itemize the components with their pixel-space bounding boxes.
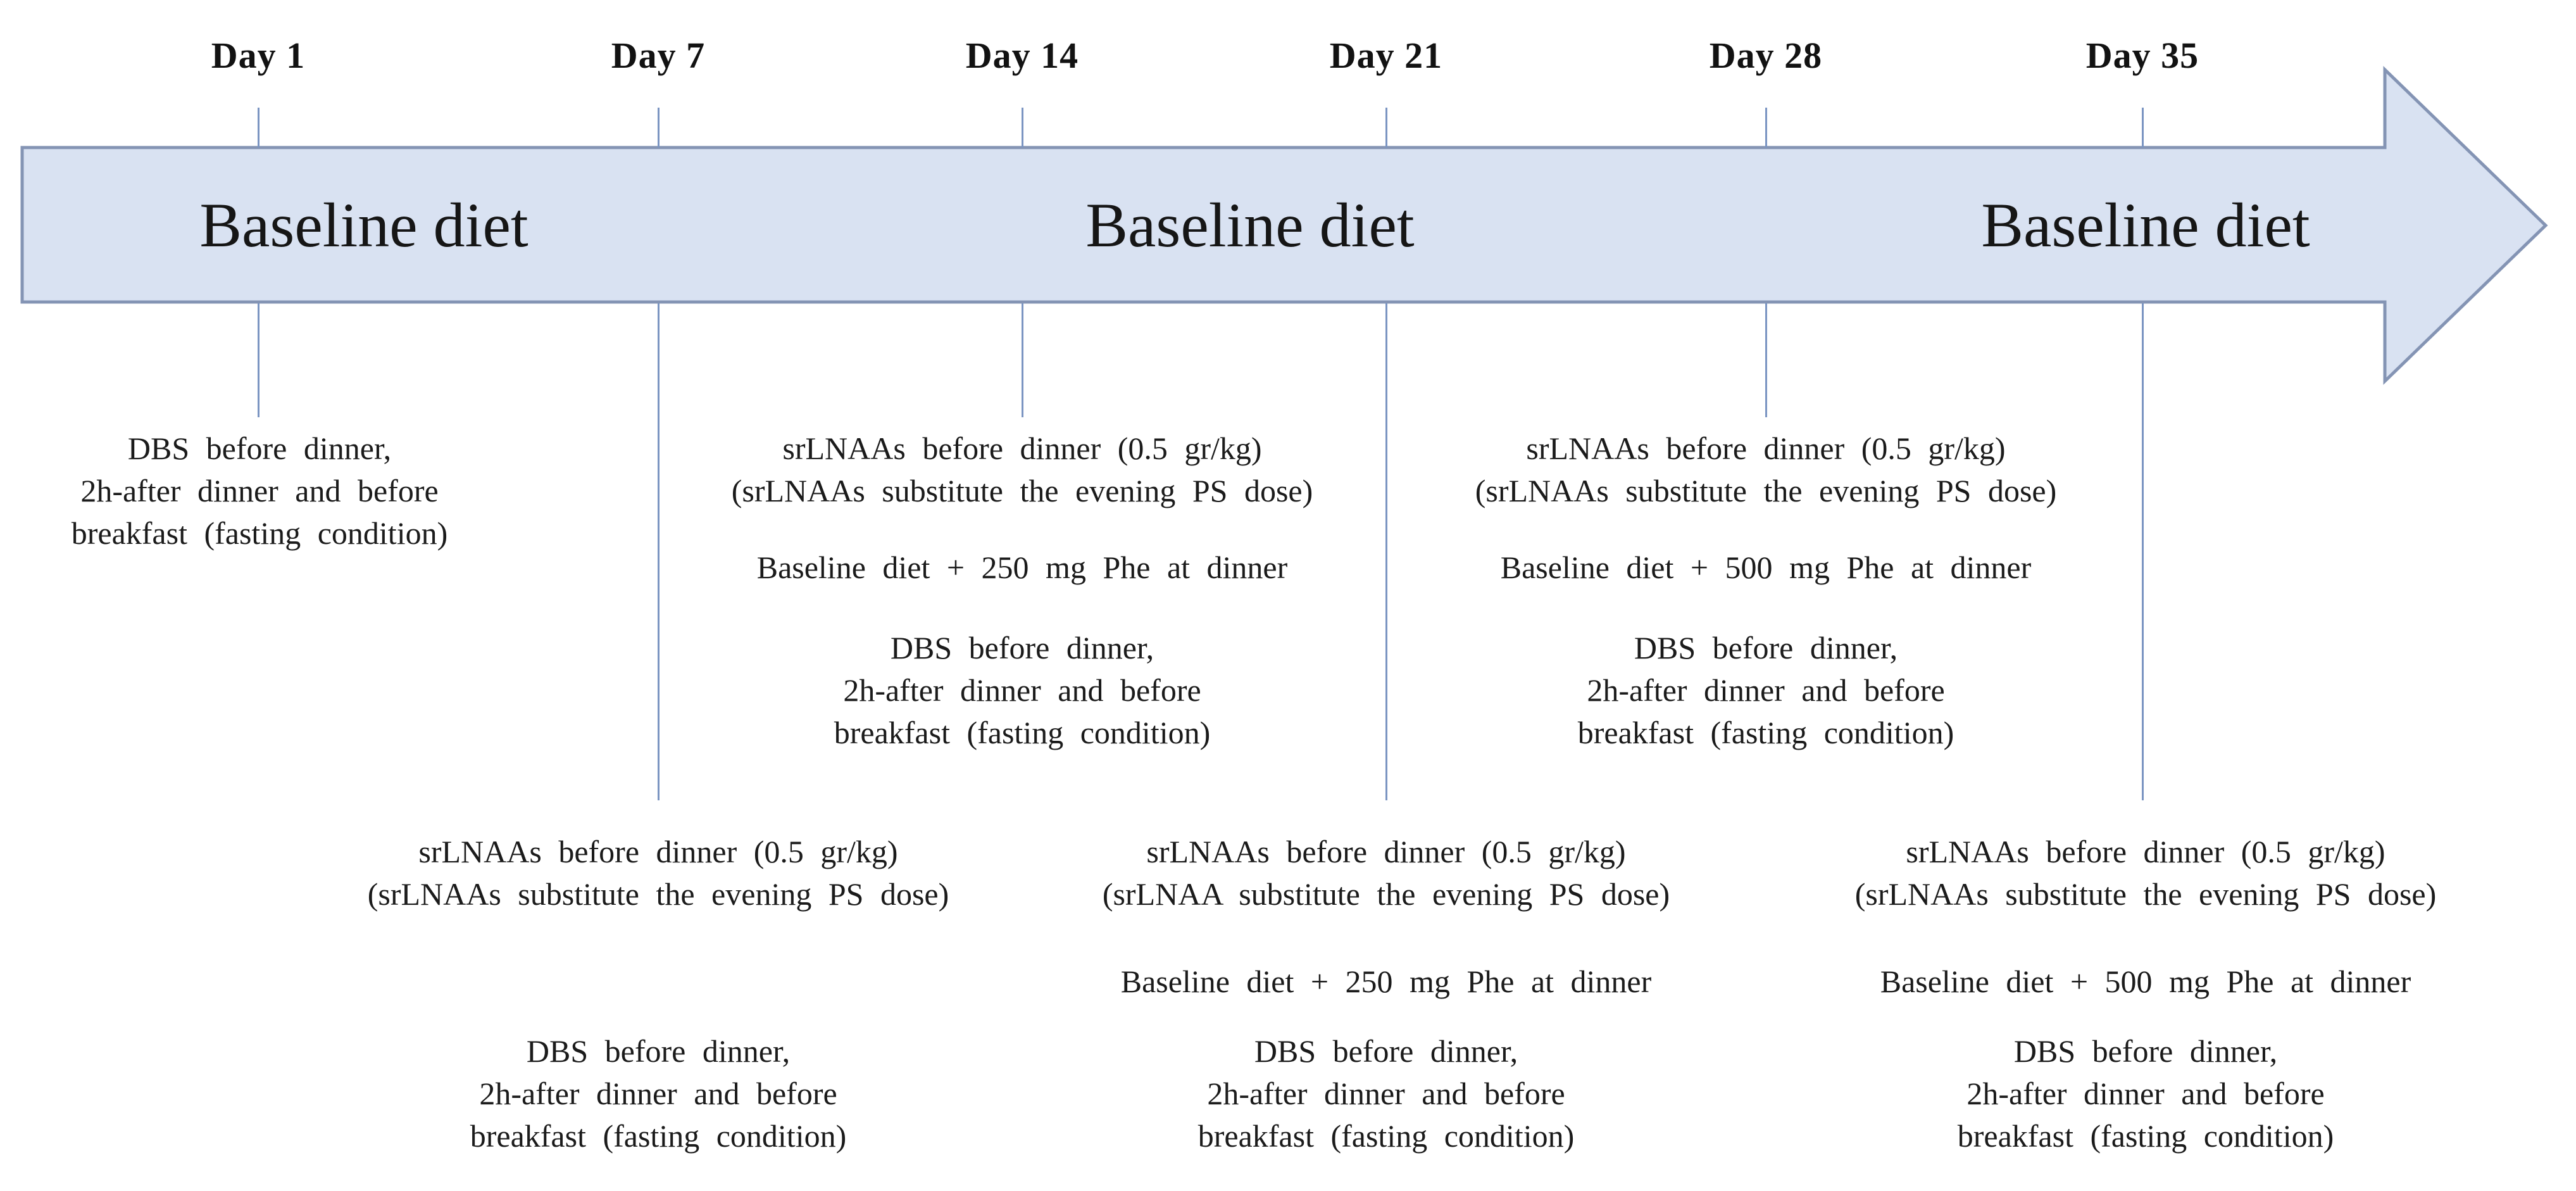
srlnaa-paragraph: srLNAAs before dinner (0.5 gr/kg) (srLNA… (1766, 831, 2525, 916)
day-label-1: Day 1 (211, 35, 306, 76)
annotation-line: DBS before dinner, (2013, 1033, 2278, 1069)
annotation-line: srLNAAs before dinner (0.5 gr/kg) (1526, 431, 2006, 466)
srlnaa-paragraph: srLNAAs before dinner (0.5 gr/kg) (srLNA… (642, 427, 1402, 512)
annotation-line: DBS before dinner, (1254, 1033, 1518, 1069)
tick-day14-lower (1022, 303, 1023, 417)
annotation-line: srLNAAs before dinner (0.5 gr/kg) (1146, 834, 1626, 869)
annotation-line: 2h-after dinner and before (80, 473, 439, 508)
annotation-day14: srLNAAs before dinner (0.5 gr/kg) (srLNA… (642, 427, 1402, 754)
dbs-paragraph: DBS before dinner, 2h-after dinner and b… (642, 627, 1402, 754)
annotation-line: 2h-after dinner and before (843, 672, 1201, 708)
tick-day28-lower (1765, 303, 1767, 417)
annotation-line: breakfast (fasting condition) (1197, 1118, 1575, 1154)
annotation-line: srLNAAs before dinner (0.5 gr/kg) (418, 834, 898, 869)
annotation-line: 2h-after dinner and before (1587, 672, 1945, 708)
annotation-line: srLNAAs before dinner (0.5 gr/kg) (782, 431, 1262, 466)
tick-day7-upper (658, 108, 660, 148)
tick-day21-upper (1385, 108, 1387, 148)
tick-day7-lower (658, 303, 660, 800)
day-label-7: Day 7 (611, 35, 706, 76)
annotation-line: breakfast (fasting condition) (71, 515, 448, 551)
annotation-line: Baseline diet + 250 mg Phe at dinner (756, 550, 1288, 585)
day-label-21: Day 21 (1329, 35, 1443, 76)
phe-paragraph: Baseline diet + 250 mg Phe at dinner (1006, 961, 1766, 1003)
annotation-line: DBS before dinner, (890, 630, 1154, 665)
annotation-line: breakfast (fasting condition) (1577, 715, 1954, 750)
annotation-line: srLNAAs before dinner (0.5 gr/kg) (1906, 834, 2385, 869)
tick-day28-upper (1765, 108, 1767, 148)
day-label-28: Day 28 (1709, 35, 1823, 76)
phe-paragraph: Baseline diet + 500 mg Phe at dinner (1766, 961, 2525, 1003)
tick-day21-lower (1385, 303, 1387, 800)
srlnaa-paragraph: srLNAAs before dinner (0.5 gr/kg) (srLNA… (1386, 427, 2146, 512)
annotation-line: DBS before dinner, (127, 431, 392, 466)
dbs-paragraph: DBS before dinner, 2h-after dinner and b… (278, 1030, 1038, 1157)
annotation-line: (srLNAAs substitute the evening PS dose) (367, 876, 949, 912)
annotation-line: breakfast (fasting condition) (1957, 1118, 2334, 1154)
annotation-line: DBS before dinner, (1634, 630, 1898, 665)
tick-day1-lower (258, 303, 259, 417)
band-label-1: Baseline diet (199, 190, 528, 260)
band-label-3: Baseline diet (1981, 190, 2310, 260)
tick-day1-upper (258, 108, 259, 148)
annotation-line: (srLNAAs substitute the evening PS dose) (1475, 473, 2057, 508)
tick-day35-upper (2142, 108, 2144, 148)
annotation-line: 2h-after dinner and before (1966, 1076, 2325, 1111)
annotation-line: 2h-after dinner and before (1207, 1076, 1565, 1111)
annotation-line: Baseline diet + 500 mg Phe at dinner (1880, 964, 2411, 999)
annotation-line: DBS before dinner, (526, 1033, 791, 1069)
phe-paragraph: Baseline diet + 500 mg Phe at dinner (1386, 546, 2146, 589)
annotation-line: breakfast (fasting condition) (470, 1118, 847, 1154)
annotation-line: breakfast (fasting condition) (834, 715, 1211, 750)
annotation-line: (srLNAA substitute the evening PS dose) (1102, 876, 1670, 912)
day-label-35: Day 35 (2085, 35, 2199, 76)
dbs-paragraph: DBS before dinner, 2h-after dinner and b… (1006, 1030, 1766, 1157)
srlnaa-paragraph: srLNAAs before dinner (0.5 gr/kg) (srLNA… (1006, 831, 1766, 916)
annotation-line: (srLNAAs substitute the evening PS dose) (1854, 876, 2437, 912)
annotation-line: Baseline diet + 250 mg Phe at dinner (1120, 964, 1652, 999)
annotation-line: (srLNAAs substitute the evening PS dose) (731, 473, 1313, 508)
arrow-shape (20, 66, 2548, 385)
tick-day14-upper (1022, 108, 1023, 148)
annotation-day28: srLNAAs before dinner (0.5 gr/kg) (srLNA… (1386, 427, 2146, 754)
band-label-2: Baseline diet (1085, 190, 1415, 260)
dbs-paragraph: DBS before dinner, 2h-after dinner and b… (1766, 1030, 2525, 1157)
annotation-line: Baseline diet + 500 mg Phe at dinner (1500, 550, 2032, 585)
tick-day35-lower (2142, 303, 2144, 800)
dbs-paragraph: DBS before dinner, 2h-after dinner and b… (1386, 627, 2146, 754)
phe-paragraph: Baseline diet + 250 mg Phe at dinner (642, 546, 1402, 589)
annotation-line: 2h-after dinner and before (479, 1076, 837, 1111)
day-label-14: Day 14 (965, 35, 1079, 76)
annotation-day21: srLNAAs before dinner (0.5 gr/kg) (srLNA… (1006, 831, 1766, 1157)
srlnaa-paragraph: srLNAAs before dinner (0.5 gr/kg) (srLNA… (278, 831, 1038, 916)
dbs-paragraph: DBS before dinner, 2h-after dinner and b… (0, 427, 639, 555)
annotation-day35: srLNAAs before dinner (0.5 gr/kg) (srLNA… (1766, 831, 2525, 1157)
annotation-day7: srLNAAs before dinner (0.5 gr/kg) (srLNA… (278, 831, 1038, 1157)
annotation-day1: DBS before dinner, 2h-after dinner and b… (0, 427, 639, 555)
